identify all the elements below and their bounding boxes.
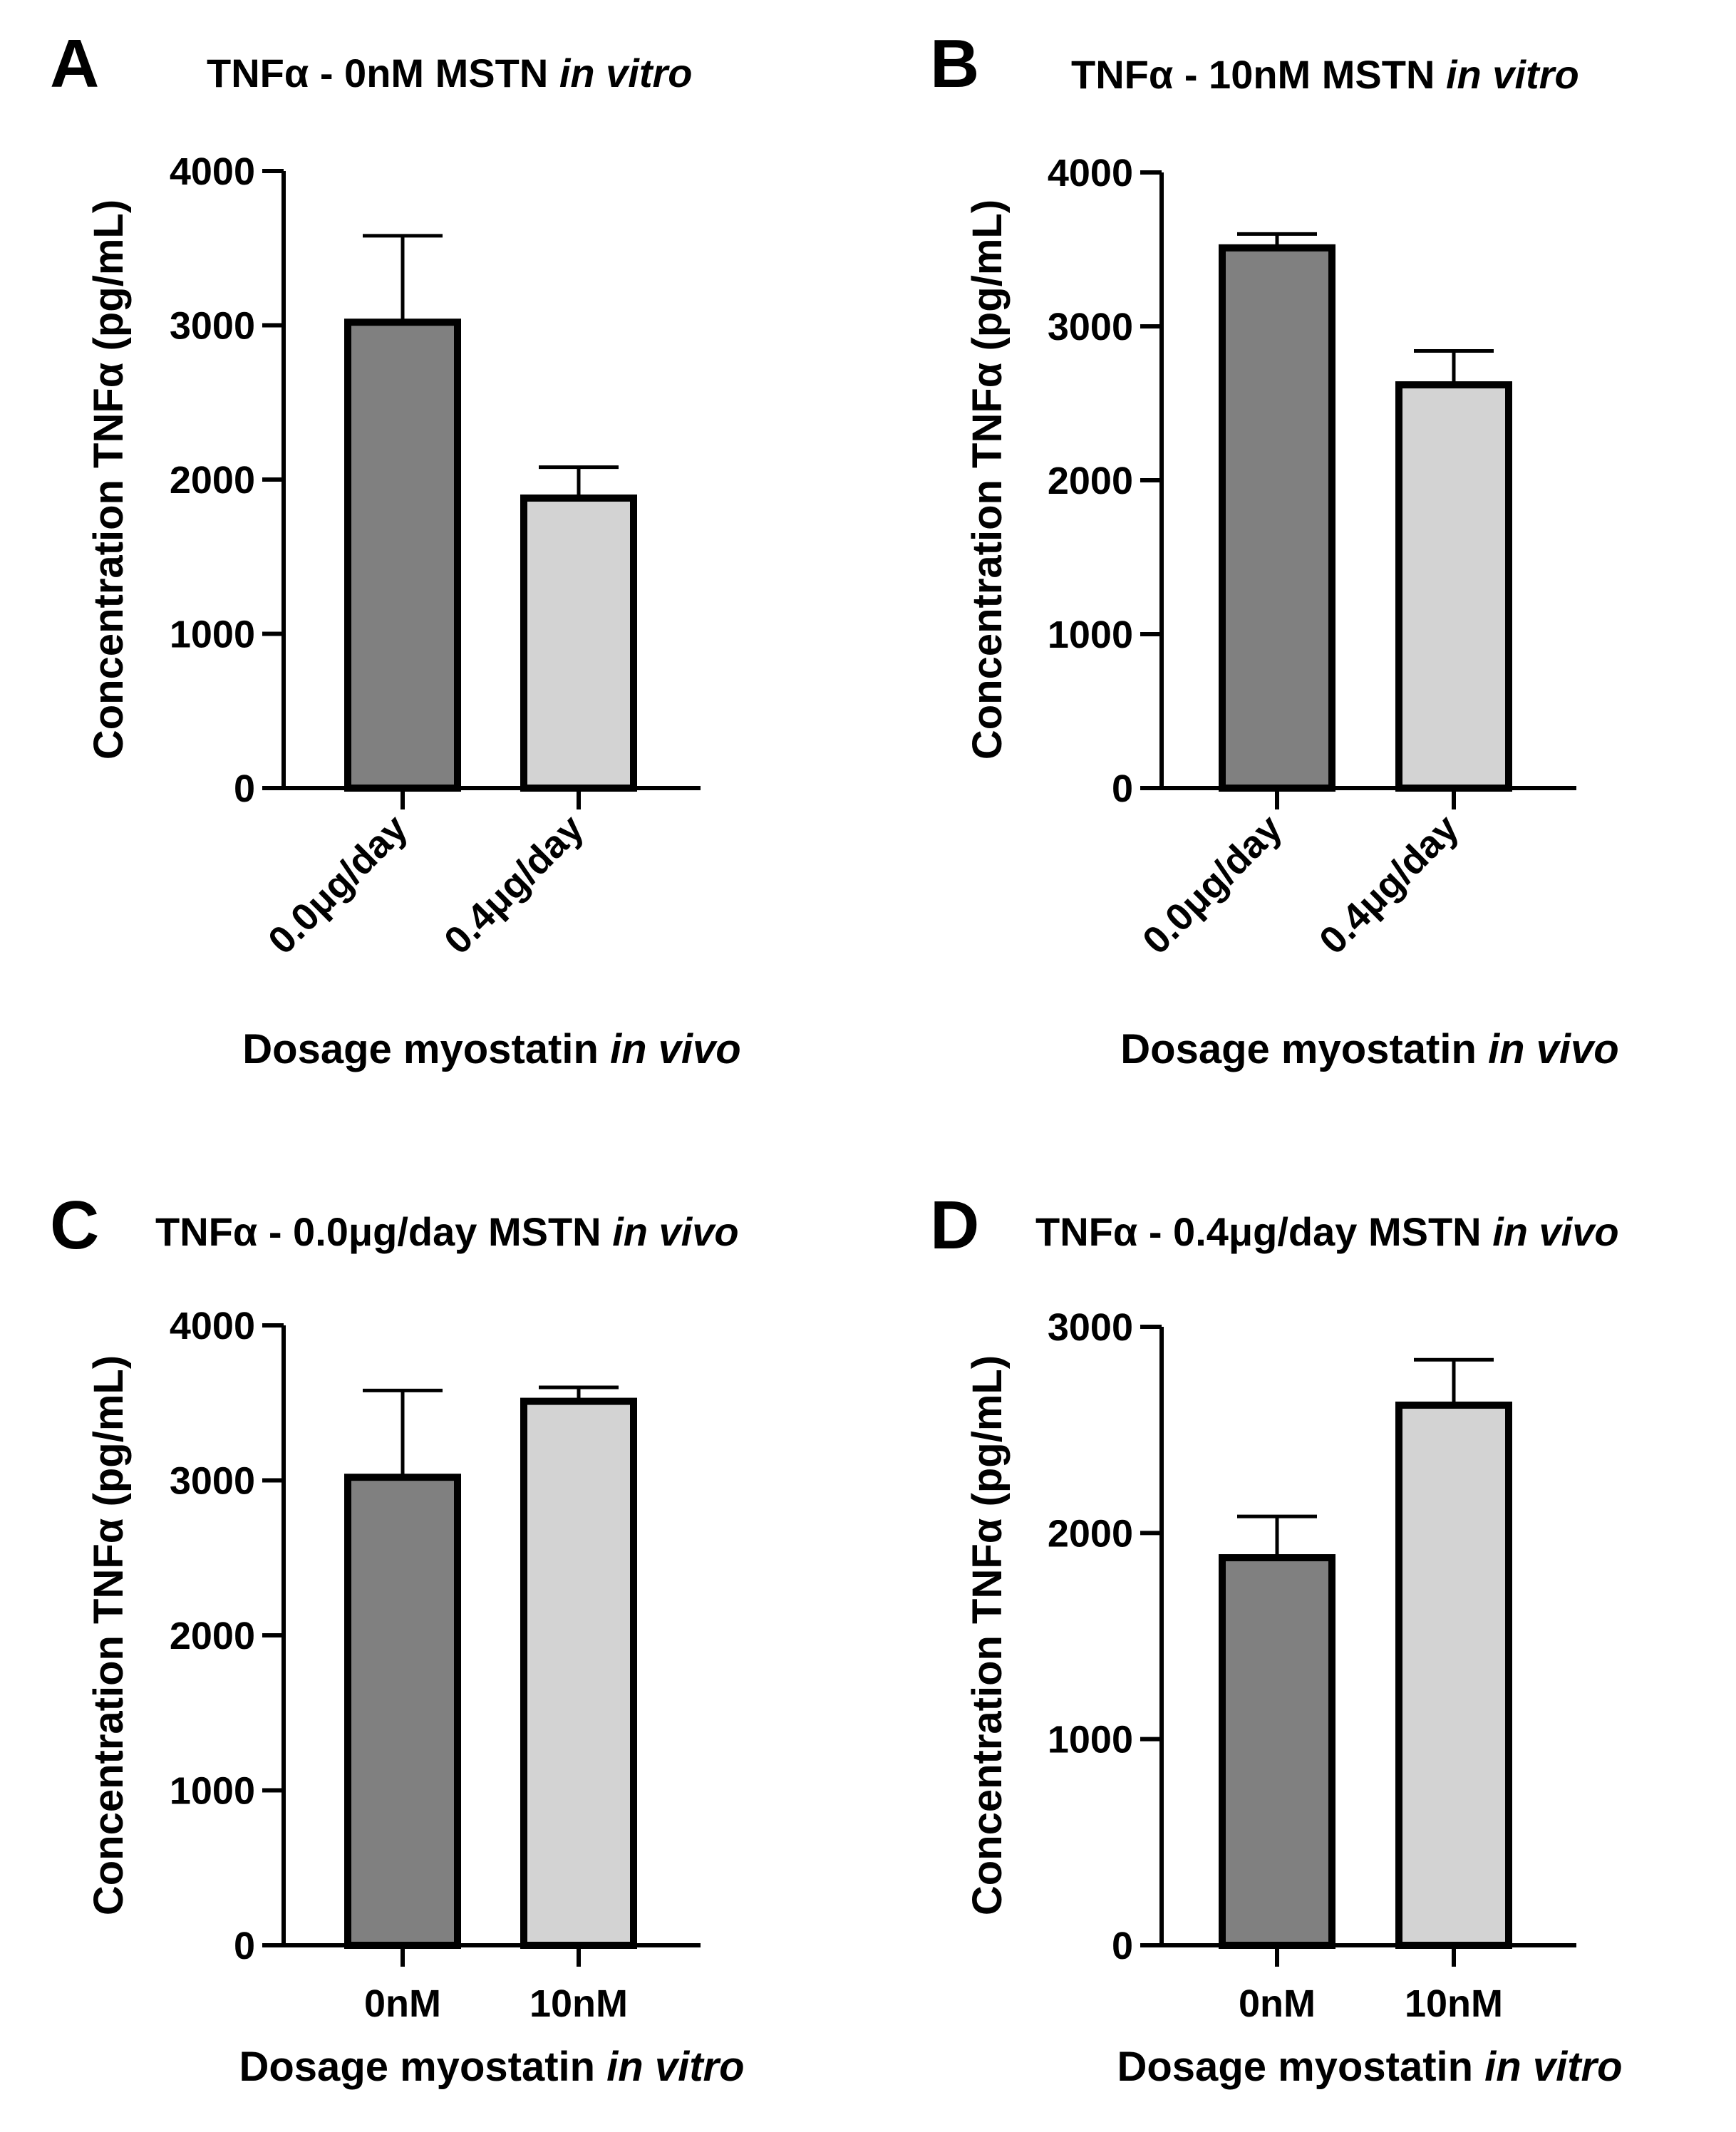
panel-d-title-main: TNFα - 0.4μg/day MSTN (1035, 1209, 1492, 1254)
panel-c-letter: C (50, 1187, 99, 1263)
panel-c-y-tick-label: 0 (234, 1925, 255, 1967)
panel-c-y-axis-label: Concentration TNFα (pg/mL) (86, 1355, 132, 1915)
panel-c-y-tick-label: 4000 (170, 1305, 255, 1347)
panel-c-bar (344, 1474, 461, 1949)
panel-c-x-axis-label-main: Dosage myostatin (239, 2044, 606, 2090)
panel-d-y-tick-label: 1000 (1048, 1719, 1133, 1761)
panel-a-bar (344, 319, 461, 792)
panel-a-title-main: TNFα - 0nM MSTN (207, 51, 559, 95)
panel-b-title: TNFα - 10nM MSTN in vitro (1071, 52, 1579, 97)
panel-a-x-tick-label: 0.4μg/day (436, 807, 592, 963)
panel-d-title: TNFα - 0.4μg/day MSTN in vivo (1035, 1209, 1619, 1254)
panel-a: A TNFα - 0nM MSTN in vitro 0 1000 2000 3000 40… (50, 26, 741, 1072)
panel-d-y-tick-label: 2000 (1048, 1512, 1133, 1555)
panel-b: B TNFα - 10nM MSTN in vitro 0 1000 2000 3000 4… (930, 26, 1619, 1072)
panel-b-y-tick-label: 3000 (1048, 306, 1133, 348)
panel-b-x-tick-label: 0.4μg/day (1311, 807, 1467, 963)
panel-b-bar (1219, 244, 1335, 792)
panel-c-y-tick-label: 1000 (170, 1770, 255, 1813)
panel-c-y-tick-label: 2000 (170, 1615, 255, 1657)
panel-b-y-axis-label: Concentration TNFα (pg/mL) (964, 200, 1011, 760)
panel-d-x-axis-label: Dosage myostatin in vitro (1117, 2044, 1622, 2090)
panel-a-letter: A (50, 26, 99, 102)
panel-d-y-tick-label: 0 (1112, 1925, 1133, 1967)
panel-c: C TNFα - 0.0μg/day MSTN in vivo 0 1000 2000 3… (50, 1187, 745, 2090)
panel-b-x-axis-label: Dosage myostatin in vivo (1120, 1026, 1618, 1072)
panel-b-bar (1395, 381, 1512, 792)
panel-a-y-axis-label: Concentration TNFα (pg/mL) (86, 200, 132, 760)
panel-d-x-axis-label-main: Dosage myostatin (1117, 2044, 1484, 2090)
panel-a-x-axis-label-main: Dosage myostatin (242, 1026, 610, 1072)
panel-d-y-tick-label: 3000 (1048, 1306, 1133, 1349)
panel-d-title-italic: in vivo (1492, 1209, 1618, 1254)
panel-b-title-italic: in vitro (1446, 52, 1579, 97)
panel-c-y-tick-label: 3000 (170, 1460, 255, 1503)
panel-a-x-axis-label: Dosage myostatin in vivo (242, 1026, 740, 1072)
panel-a-title-italic: in vitro (559, 51, 693, 95)
panel-d: D TNFα - 0.4μg/day MSTN in vivo 0 1000 2000 3… (930, 1187, 1623, 2090)
panel-b-x-axis-label-italic: in vivo (1488, 1026, 1619, 1072)
panel-d-bar (1219, 1554, 1335, 1949)
panel-a-y-tick-label: 3000 (170, 305, 255, 348)
panel-d-bar (1395, 1401, 1512, 1949)
panel-c-bar (520, 1397, 637, 1949)
panel-b-x-axis-label-main: Dosage myostatin (1120, 1026, 1488, 1072)
panel-c-title-main: TNFα - 0.0μg/day MSTN (155, 1209, 612, 1254)
panel-b-letter: B (930, 26, 979, 102)
panel-b-y-tick-label: 4000 (1048, 152, 1133, 195)
panel-d-x-tick-label: 10nM (1405, 1982, 1503, 2025)
panel-d-y-axis-label: Concentration TNFα (pg/mL) (964, 1355, 1011, 1915)
panel-b-y-tick-label: 2000 (1048, 460, 1133, 502)
panel-b-y-tick-label: 0 (1112, 767, 1133, 810)
panel-c-x-tick-label: 0nM (364, 1982, 441, 2025)
panel-c-title-italic: in vivo (612, 1209, 738, 1254)
panel-a-title: TNFα - 0nM MSTN in vitro (207, 51, 693, 95)
panel-c-x-tick-label: 10nM (529, 1982, 628, 2025)
panel-d-letter: D (930, 1187, 979, 1263)
panel-b-title-main: TNFα - 10nM MSTN (1071, 52, 1446, 97)
panel-a-y-tick-label: 0 (234, 767, 255, 810)
panel-a-y-tick-label: 4000 (170, 150, 255, 193)
panel-c-x-axis-label-italic: in vitro (606, 2044, 744, 2090)
panel-b-x-tick-label: 0.0μg/day (1135, 807, 1291, 963)
panel-c-x-axis-label: Dosage myostatin in vitro (239, 2044, 744, 2090)
panel-d-x-axis-label-italic: in vitro (1484, 2044, 1622, 2090)
panel-a-y-tick-label: 1000 (170, 614, 255, 656)
panel-d-x-tick-label: 0nM (1239, 1982, 1316, 2025)
panel-a-bar (520, 494, 637, 792)
panel-c-title: TNFα - 0.0μg/day MSTN in vivo (155, 1209, 739, 1254)
panel-a-x-tick-label: 0.0μg/day (260, 807, 416, 963)
panel-a-x-axis-label-italic: in vivo (610, 1026, 741, 1072)
panel-b-y-tick-label: 1000 (1048, 614, 1133, 656)
panel-a-y-tick-label: 2000 (170, 459, 255, 502)
